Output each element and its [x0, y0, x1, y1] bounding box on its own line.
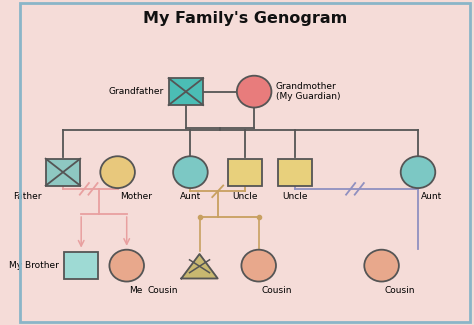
Text: Me: Me [129, 286, 143, 294]
Text: Mother: Mother [120, 192, 152, 201]
Ellipse shape [241, 250, 276, 281]
Text: Uncle: Uncle [283, 192, 308, 201]
Text: Father: Father [13, 192, 41, 201]
Text: My Family's Genogram: My Family's Genogram [143, 11, 347, 26]
Ellipse shape [237, 76, 272, 108]
Ellipse shape [173, 156, 208, 188]
Bar [169, 78, 203, 105]
Text: Cousin: Cousin [147, 286, 178, 294]
Text: My Brother: My Brother [9, 261, 59, 270]
Text: Uncle: Uncle [232, 192, 258, 201]
Bar [46, 159, 80, 186]
Bar [228, 159, 262, 186]
Text: Aunt: Aunt [180, 192, 201, 201]
Ellipse shape [401, 156, 435, 188]
Ellipse shape [109, 250, 144, 281]
Bar [64, 252, 99, 279]
Bar [278, 159, 312, 186]
Text: Grandfather: Grandfather [109, 87, 164, 96]
Ellipse shape [100, 156, 135, 188]
Text: Cousin: Cousin [261, 286, 292, 294]
Text: Grandmother
(My Guardian): Grandmother (My Guardian) [276, 82, 340, 101]
Ellipse shape [365, 250, 399, 281]
Text: Aunt: Aunt [420, 192, 442, 201]
Text: Cousin: Cousin [384, 286, 415, 294]
Polygon shape [182, 254, 218, 279]
